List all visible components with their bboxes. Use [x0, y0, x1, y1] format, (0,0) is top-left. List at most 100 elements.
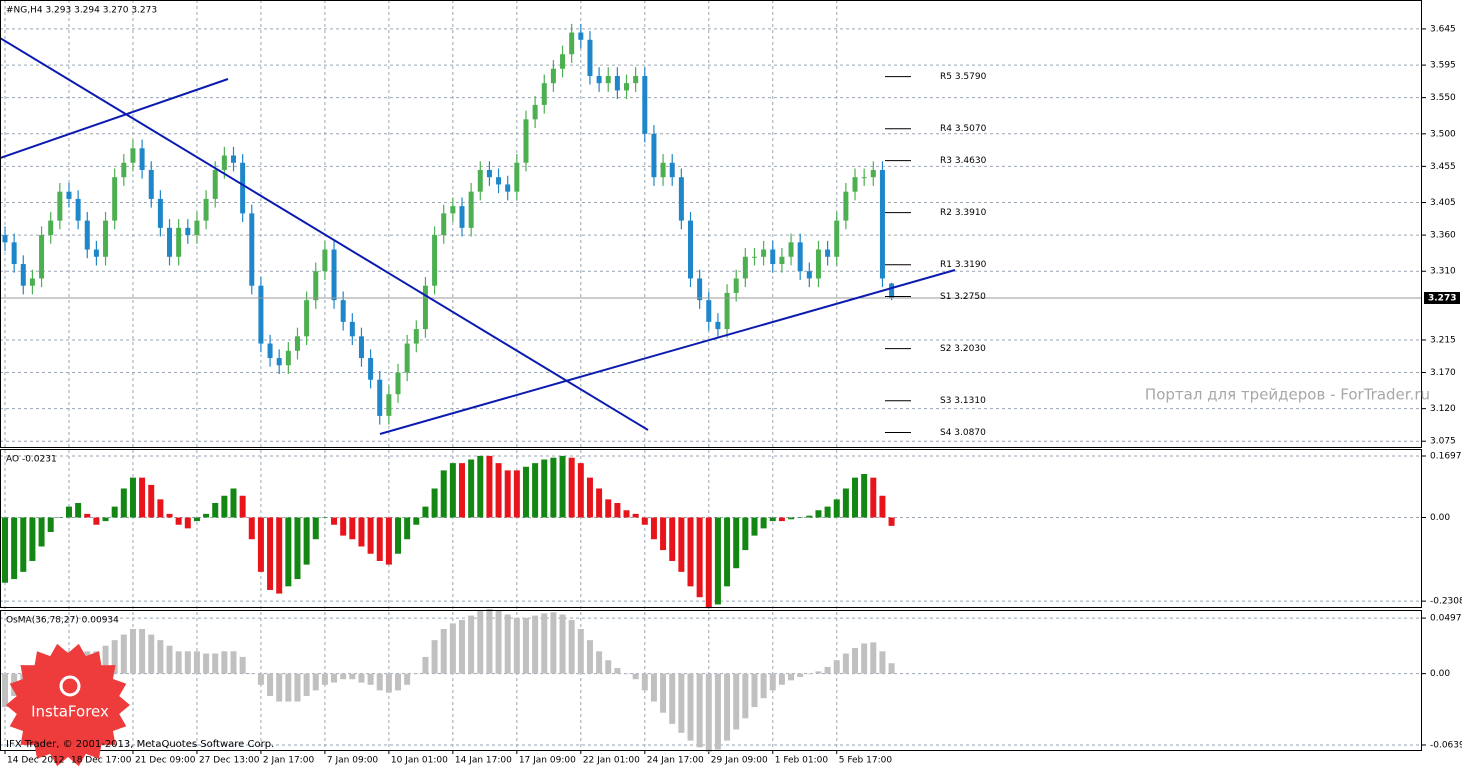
candle-body — [770, 249, 776, 265]
candle-body — [587, 39, 593, 76]
candle-body — [377, 379, 383, 416]
histogram-bar — [468, 459, 475, 518]
candle-body — [422, 285, 428, 330]
candle-body — [57, 191, 63, 221]
candle-body — [194, 220, 200, 236]
pivot-label: S1 3.2750 — [940, 292, 986, 302]
histogram-bar — [203, 513, 210, 518]
logo: InstaForex — [6, 643, 130, 767]
candle-body — [11, 242, 17, 265]
histogram-bar — [724, 517, 731, 587]
histogram-bar — [879, 651, 886, 674]
histogram-bar — [742, 517, 749, 551]
y-tick-label: 3.120 — [1430, 404, 1456, 414]
histogram-bar — [303, 517, 310, 565]
candle-body — [706, 300, 712, 322]
candle-body — [249, 213, 255, 286]
x-tick-label: 1 Feb 01:00 — [775, 756, 829, 766]
histogram-bar — [852, 477, 859, 518]
histogram-bar — [577, 628, 584, 674]
x-tick-label: 5 Feb 17:00 — [839, 756, 893, 766]
candle-body — [669, 162, 675, 178]
histogram-bar — [797, 517, 804, 518]
histogram-bar — [93, 517, 100, 525]
candle-body — [203, 198, 209, 221]
candle-body — [870, 169, 876, 178]
y-tick-label: 3.170 — [1430, 368, 1456, 378]
histogram-bar — [449, 623, 456, 674]
histogram-bar — [11, 517, 18, 580]
histogram-bar — [285, 517, 292, 587]
histogram-bar — [84, 513, 91, 518]
candle-body — [185, 227, 191, 236]
candle-body — [788, 242, 794, 257]
candle-body — [605, 75, 611, 84]
logo-badge — [6, 643, 130, 767]
histogram-bar — [239, 656, 246, 674]
candle-body — [861, 177, 867, 179]
y-tick-label: 3.455 — [1430, 162, 1456, 172]
histogram-bar — [294, 673, 301, 702]
candle-body — [496, 177, 502, 185]
histogram-bar — [660, 517, 667, 551]
candle-body — [432, 235, 438, 286]
histogram-bar — [321, 517, 328, 518]
histogram-bar — [833, 499, 840, 518]
histogram-bar — [193, 517, 200, 522]
histogram-bar — [212, 653, 219, 674]
histogram-bar — [395, 517, 402, 554]
histogram-bar — [641, 673, 648, 691]
candle-body — [395, 372, 401, 395]
candle-body — [733, 278, 739, 293]
histogram-bar — [166, 645, 173, 674]
candle-body — [349, 321, 355, 337]
current-price-label: 3.273 — [1428, 294, 1456, 304]
trend-line — [379, 269, 956, 435]
watermark: Портал для трейдеров - ForTrader.ru — [1145, 386, 1430, 404]
candle-body — [157, 198, 163, 228]
candle-body — [596, 75, 602, 84]
histogram-bar — [586, 477, 593, 518]
histogram-bar — [778, 517, 785, 522]
pivot-label: S2 3.2030 — [940, 344, 986, 354]
candle-body — [651, 133, 657, 178]
y-tick-label: -0.0639 — [1430, 740, 1462, 750]
histogram-bar — [614, 668, 621, 674]
histogram-bar — [404, 517, 411, 540]
pane-title: OsMA(36,78,27) 0.00934 — [6, 616, 119, 626]
histogram-bar — [751, 517, 758, 536]
candle-body — [834, 220, 840, 257]
histogram-bar — [331, 673, 338, 683]
histogram-bar — [513, 617, 520, 674]
candle-body — [20, 264, 26, 286]
candle-body — [486, 169, 492, 178]
candle-body — [459, 206, 465, 228]
histogram-bar — [367, 673, 374, 685]
candle-body — [267, 343, 273, 359]
histogram-bar — [111, 640, 118, 674]
histogram-bar — [257, 517, 264, 572]
logo-text: InstaForex — [31, 703, 109, 721]
histogram-bar — [230, 651, 237, 674]
candle-body — [889, 283, 895, 298]
candle-body — [84, 220, 90, 250]
histogram-bar — [568, 457, 575, 518]
histogram-bar — [148, 634, 155, 674]
trend-line — [0, 78, 229, 159]
y-tick-label: -0.2308 — [1430, 597, 1462, 607]
osma-pane — [0, 610, 1422, 751]
histogram-bar — [459, 620, 465, 674]
histogram-bar — [129, 477, 136, 518]
histogram-bar — [623, 673, 630, 675]
histogram-bar — [669, 673, 676, 724]
candle-body — [825, 249, 831, 257]
candle-body — [806, 271, 812, 279]
x-tick-label: 14 Dec 2012 — [7, 756, 65, 766]
histogram-bar — [193, 651, 200, 674]
histogram-bar — [888, 517, 895, 526]
candle-body — [468, 191, 474, 228]
histogram-bar — [669, 517, 676, 561]
histogram-bar — [2, 673, 8, 708]
candle-body — [121, 162, 127, 178]
histogram-bar — [267, 517, 274, 590]
